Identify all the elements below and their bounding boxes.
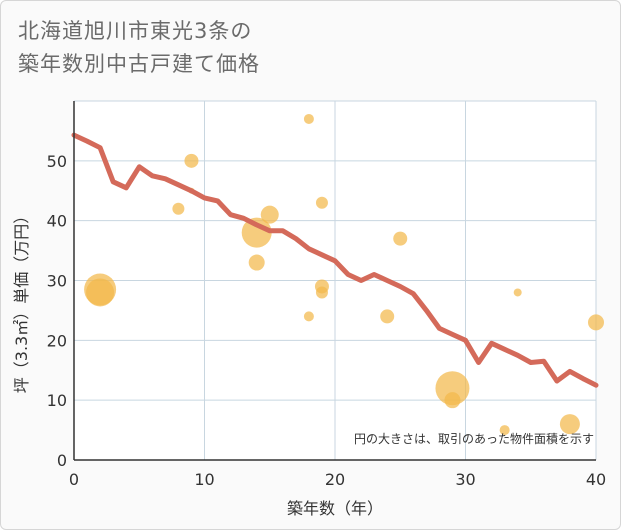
size-note: 円の大きさは、取引のあった物件面積を示す xyxy=(354,431,594,446)
x-axis-label: 築年数（年） xyxy=(287,499,383,518)
axes xyxy=(73,101,596,461)
chart-title-line1: 北海道旭川市東光3条の xyxy=(18,19,253,43)
trend-layer xyxy=(71,132,599,388)
bubble-point xyxy=(559,414,580,435)
chart-title-line2: 築年数別中古戸建て価格 xyxy=(18,52,260,76)
bubble-point xyxy=(248,254,265,271)
bubble-layer xyxy=(84,113,604,436)
bubble-point xyxy=(513,288,522,297)
x-tick-label: 30 xyxy=(455,470,475,489)
x-tick-label: 40 xyxy=(586,470,606,489)
tick-labels: 0 10 20 30 40 0 10 20 30 40 50 xyxy=(47,152,607,489)
bubble-point xyxy=(315,286,328,299)
y-tick-label: 50 xyxy=(47,152,67,171)
trend-line xyxy=(71,132,599,388)
x-tick-label: 10 xyxy=(194,470,214,489)
bubble-point xyxy=(588,314,604,331)
bubble-point xyxy=(435,371,470,406)
bubble-point xyxy=(315,196,328,209)
bubble-point xyxy=(393,231,408,246)
chart-title: 北海道旭川市東光3条の 築年数別中古戸建て価格 xyxy=(18,15,260,81)
y-tick-label: 30 xyxy=(47,272,67,291)
bubble-point xyxy=(184,153,199,168)
y-tick-label: 40 xyxy=(47,212,67,231)
bubble-point xyxy=(499,425,510,436)
bubble-point xyxy=(172,202,185,215)
x-tick-label: 0 xyxy=(69,470,79,489)
y-tick-label: 20 xyxy=(47,331,67,350)
y-tick-label: 0 xyxy=(57,451,67,470)
bubble-point xyxy=(380,309,395,324)
x-tick-label: 20 xyxy=(325,470,345,489)
bubble-point xyxy=(303,113,314,124)
y-axis-label: 坪（3.3㎡）単価（万円） xyxy=(12,208,31,393)
bubble-point xyxy=(444,392,461,409)
bubble-point xyxy=(303,311,314,322)
y-tick-label: 10 xyxy=(47,391,67,410)
bubble-point xyxy=(86,278,115,307)
bubble-point xyxy=(241,217,272,248)
bubble-point xyxy=(260,205,279,224)
grid xyxy=(73,100,597,461)
